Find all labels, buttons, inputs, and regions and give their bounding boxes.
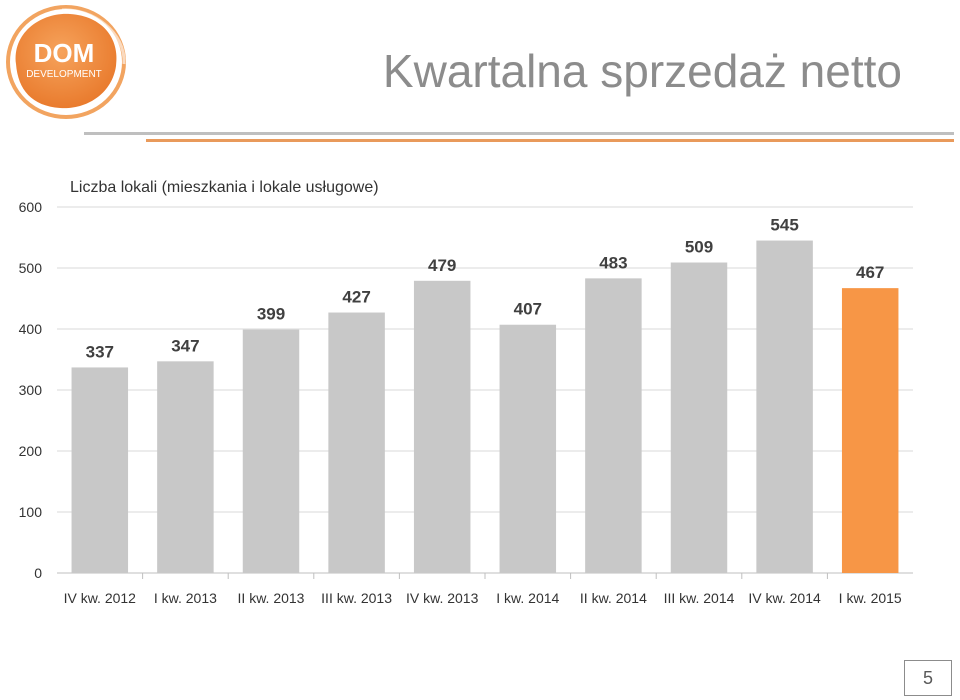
data-label: 545 <box>770 216 798 235</box>
x-tick-label: I kw. 2013 <box>154 590 217 606</box>
page-title: Kwartalna sprzedaż netto <box>382 45 902 97</box>
title-divider-orange <box>146 139 954 142</box>
chart-y-ticks: 0 100 200 300 400 500 600 <box>19 199 43 581</box>
x-tick-label: III kw. 2013 <box>321 590 392 606</box>
y-tick-label: 400 <box>19 321 43 337</box>
data-label: 337 <box>86 342 114 361</box>
x-tick-label: IV kw. 2013 <box>406 590 479 606</box>
bar <box>756 240 813 574</box>
x-tick-label: I kw. 2015 <box>839 590 902 606</box>
y-tick-label: 0 <box>34 565 42 581</box>
data-label: 399 <box>257 305 285 324</box>
bar <box>499 324 557 573</box>
y-tick-label: 100 <box>19 504 43 520</box>
svg-text:DOM: DOM <box>34 38 95 68</box>
bar <box>413 280 471 573</box>
title-divider-gray <box>84 132 954 135</box>
bar <box>71 367 129 573</box>
sales-bar-chart: 337 347 399 427 479 407 483 509 545 467 0 100 200 30… <box>19 179 913 606</box>
chart-data-labels: 337 347 399 427 479 407 483 509 545 467 <box>86 216 885 362</box>
x-tick-label: I kw. 2014 <box>496 590 559 606</box>
data-label: 347 <box>171 336 199 355</box>
data-label: 479 <box>428 256 456 275</box>
bar <box>670 262 728 573</box>
bar <box>585 278 642 573</box>
chart-bars <box>71 240 899 574</box>
y-tick-label: 500 <box>19 260 43 276</box>
x-tick-label: II kw. 2013 <box>238 590 305 606</box>
page-number: 5 <box>904 660 952 696</box>
x-tick-label: IV kw. 2012 <box>64 590 137 606</box>
chart-title: Liczba lokali (mieszkania i lokale usług… <box>70 179 379 196</box>
dom-development-logo: DOM DEVELOPMENT <box>6 5 126 119</box>
svg-text:DEVELOPMENT: DEVELOPMENT <box>26 69 102 80</box>
data-label: 407 <box>514 300 542 319</box>
y-tick-label: 600 <box>19 199 43 215</box>
data-label: 467 <box>856 263 884 282</box>
x-tick-label: III kw. 2014 <box>664 590 735 606</box>
y-tick-label: 300 <box>19 382 43 398</box>
bar <box>157 361 214 573</box>
bar <box>328 312 385 573</box>
data-label: 483 <box>599 253 627 272</box>
bar <box>841 288 899 573</box>
chart-x-ticks: IV kw. 2012 I kw. 2013 II kw. 2013 III kw. … <box>64 573 902 606</box>
data-label: 427 <box>342 288 370 307</box>
y-tick-label: 200 <box>19 443 43 459</box>
data-label: 509 <box>685 238 713 257</box>
bar <box>242 329 300 573</box>
x-tick-label: IV kw. 2014 <box>748 590 821 606</box>
x-tick-label: II kw. 2014 <box>580 590 647 606</box>
